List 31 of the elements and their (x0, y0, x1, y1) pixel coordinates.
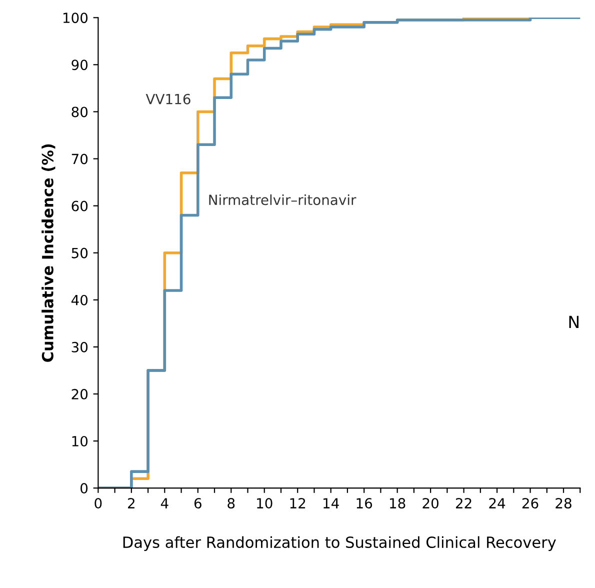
y-axis-title: Cumulative Incidence (%) (42, 144, 56, 362)
y-tick-label: 10 (72, 436, 88, 446)
x-axis-title: Days after Randomization to Sustained Clinical Recovery (123, 536, 556, 551)
y-tick-label: 50 (72, 248, 88, 258)
x-tick-label: 28 (556, 498, 572, 509)
y-tick-label: 60 (72, 200, 88, 212)
x-tick-label: 4 (160, 498, 168, 508)
x-tick-label: 20 (422, 498, 438, 509)
x-tick-label: 24 (489, 498, 506, 508)
y-tick-label: 100 (63, 12, 88, 24)
x-tick-label: 8 (228, 498, 235, 509)
y-tick-label: 20 (72, 388, 88, 400)
x-tick-label: 16 (356, 498, 372, 509)
series-label: VV116 (146, 94, 190, 104)
x-tick-label: 18 (390, 498, 406, 509)
x-tick-label: 26 (522, 498, 538, 509)
x-tick-label: 6 (194, 498, 202, 509)
annotation: N (569, 316, 578, 328)
y-tick-label: 70 (72, 154, 88, 164)
y-tick-label: 30 (72, 342, 88, 352)
series-label: Nirmatrelvir–ritonavir (209, 194, 356, 206)
y-tick-label: 40 (71, 294, 88, 306)
x-tick-label: 14 (324, 498, 339, 508)
x-tick-label: 0 (94, 498, 102, 509)
y-tick-label: 90 (72, 60, 88, 70)
y-tick-label: 80 (72, 106, 88, 118)
x-tick-label: 2 (128, 498, 134, 508)
x-tick-label: 10 (257, 498, 272, 509)
x-tick-label: 12 (290, 498, 306, 508)
y-tick-label: 0 (80, 483, 88, 494)
x-tick-label: 22 (456, 498, 472, 508)
